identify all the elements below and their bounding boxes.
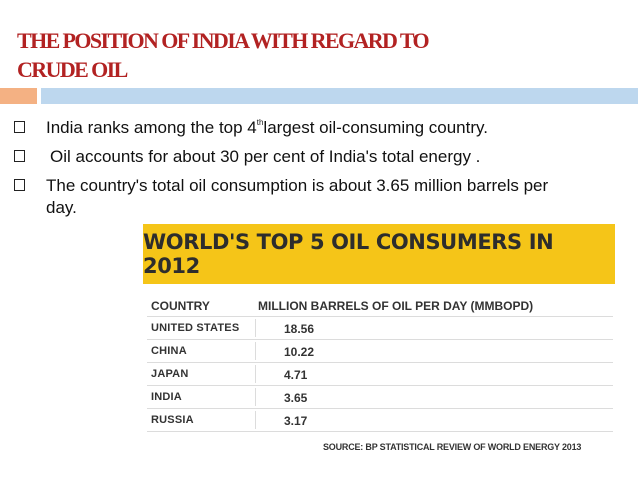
bullet-item: Oil accounts for about 30 per cent of In… [14, 146, 629, 168]
bullet-text: The country's total oil consumption is a… [46, 176, 549, 217]
column-header-value: MILLION BARRELS OF OIL PER DAY (MMBOPD) [258, 299, 534, 313]
infographic-banner: WORLD'S TOP 5 OIL CONSUMERS IN 2012 [143, 224, 615, 284]
bullet-list: India ranks among the top 4thlargest oil… [14, 117, 629, 226]
column-divider [255, 411, 256, 429]
row-value: 3.17 [284, 414, 308, 428]
infographic-table: UNITED STATES 18.56 CHINA 10.22 JAPAN 4.… [147, 316, 613, 432]
column-divider [255, 365, 256, 383]
bullet-text-superscript: th [256, 118, 264, 127]
square-bullet-icon [14, 121, 25, 133]
bullet-text-pre: India ranks among the top 4 [46, 118, 257, 137]
table-row: JAPAN 4.71 [147, 362, 613, 385]
column-header-country: COUNTRY [151, 299, 210, 313]
accent-bar-orange [0, 88, 37, 104]
table-row: INDIA 3.65 [147, 385, 613, 408]
accent-bar-blue [41, 88, 638, 104]
row-country: JAPAN [151, 368, 189, 380]
bullet-text-post: largest oil-consuming country. [263, 118, 488, 137]
row-value: 10.22 [284, 345, 315, 359]
row-country: INDIA [151, 391, 182, 403]
row-country: CHINA [151, 345, 187, 357]
table-row: UNITED STATES 18.56 [147, 316, 613, 339]
square-bullet-icon [14, 150, 25, 162]
row-country: RUSSIA [151, 414, 194, 426]
table-row: CHINA 10.22 [147, 339, 613, 362]
row-country: UNITED STATES [151, 322, 240, 334]
column-divider [255, 342, 256, 360]
bullet-text: Oil accounts for about 30 per cent of In… [50, 147, 481, 166]
slide-title-line-1: THE POSITION OF INDIA WITH REGARD TO [17, 28, 430, 53]
column-divider [255, 388, 256, 406]
bullet-item: India ranks among the top 4thlargest oil… [14, 117, 629, 139]
infographic-title: WORLD'S TOP 5 OIL CONSUMERS IN 2012 [143, 230, 554, 278]
oil-consumers-infographic: WORLD'S TOP 5 OIL CONSUMERS IN 2012 COUN… [137, 221, 621, 475]
slide-title-line-2: CRUDE OIL [17, 57, 128, 82]
source-caption: SOURCE: BP STATISTICAL REVIEW OF WORLD E… [323, 442, 582, 452]
row-value: 4.71 [284, 368, 308, 382]
slide-title: THE POSITION OF INDIA WITH REGARD TO CRU… [17, 26, 577, 84]
row-value: 3.65 [284, 391, 308, 405]
square-bullet-icon [14, 179, 25, 191]
row-value: 18.56 [284, 322, 315, 336]
column-divider [255, 319, 256, 337]
bullet-item: The country's total oil consumption is a… [14, 175, 629, 219]
table-row: RUSSIA 3.17 [147, 408, 613, 432]
